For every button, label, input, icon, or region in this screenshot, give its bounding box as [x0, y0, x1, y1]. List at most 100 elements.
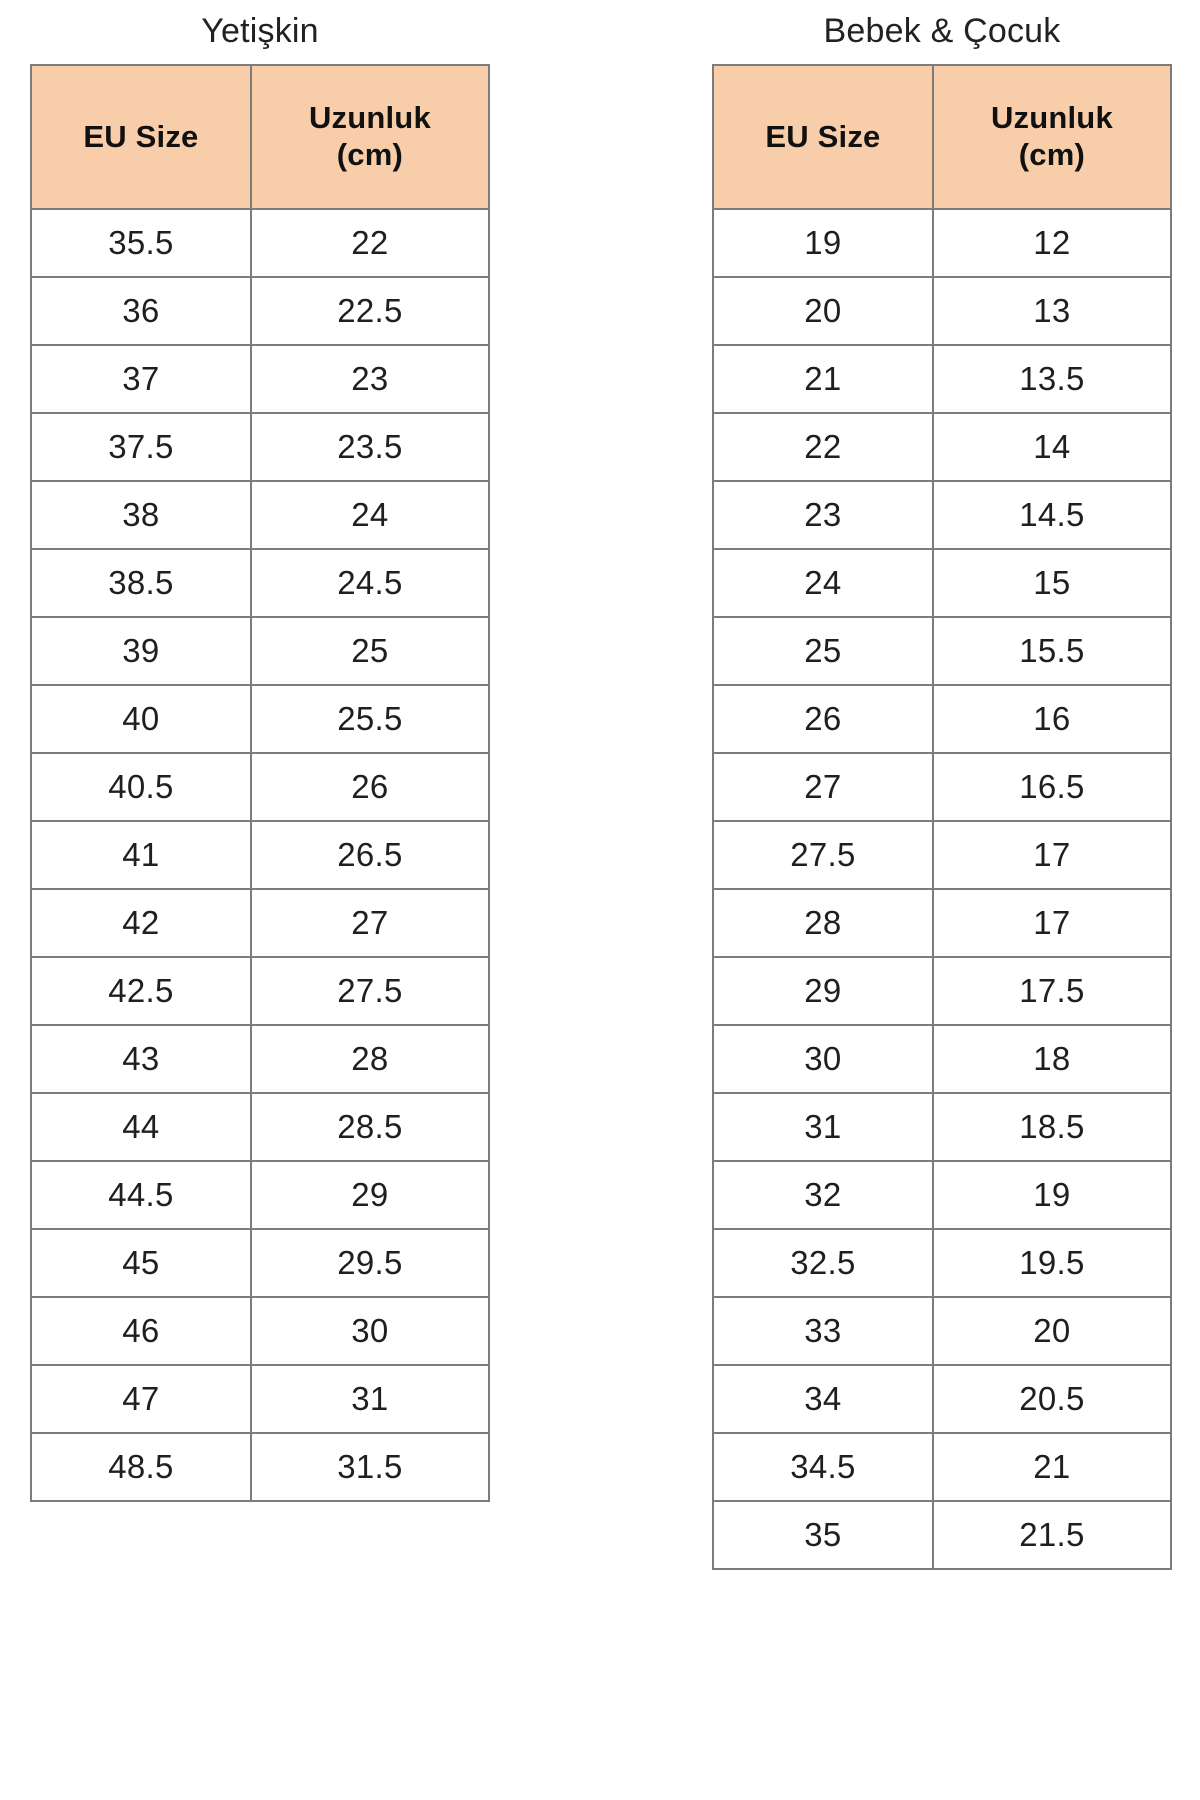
adult-size-table: EU Size Uzunluk (cm) 35.5 22 36 22.5 37 23 …: [30, 64, 491, 1502]
adult-size-chart: Yetişkin EU Size Uzunluk (cm) 35.5 22: [30, 0, 491, 1800]
table-row: 37 23: [30, 344, 491, 414]
cell-length-cm: 31: [249, 1364, 491, 1434]
table-row: 23 14.5: [712, 480, 1173, 550]
table-row: 44.5 29: [30, 1160, 491, 1230]
table-row: 24 15: [712, 548, 1173, 618]
cell-eu-size: 44.5: [30, 1160, 252, 1230]
cell-length-cm: 28.5: [249, 1092, 491, 1162]
cell-eu-size: 30: [712, 1024, 934, 1094]
table-row: 27 16.5: [712, 752, 1173, 822]
table-row: 30 18: [712, 1024, 1173, 1094]
cell-length-cm: 15: [931, 548, 1173, 618]
table-header-row: EU Size Uzunluk (cm): [712, 64, 1173, 210]
cell-length-cm: 24.5: [249, 548, 491, 618]
cell-eu-size: 41: [30, 820, 252, 890]
table-row: 22 14: [712, 412, 1173, 482]
table-row: 31 18.5: [712, 1092, 1173, 1162]
cell-eu-size: 36: [30, 276, 252, 346]
table-row: 47 31: [30, 1364, 491, 1434]
table-row: 37.5 23.5: [30, 412, 491, 482]
table-row: 43 28: [30, 1024, 491, 1094]
cell-eu-size: 19: [712, 208, 934, 278]
table-row: 19 12: [712, 208, 1173, 278]
table-row: 29 17.5: [712, 956, 1173, 1026]
cell-eu-size: 38.5: [30, 548, 252, 618]
cell-eu-size: 42.5: [30, 956, 252, 1026]
table-row: 44 28.5: [30, 1092, 491, 1162]
cell-eu-size: 32.5: [712, 1228, 934, 1298]
table-row: 35 21.5: [712, 1500, 1173, 1570]
table-row: 34 20.5: [712, 1364, 1173, 1434]
cell-eu-size: 43: [30, 1024, 252, 1094]
cell-length-cm: 21: [931, 1432, 1173, 1502]
cell-length-cm: 16: [931, 684, 1173, 754]
table-row: 33 20: [712, 1296, 1173, 1366]
table-row: 42 27: [30, 888, 491, 958]
cell-eu-size: 40.5: [30, 752, 252, 822]
cell-eu-size: 22: [712, 412, 934, 482]
cell-eu-size: 27.5: [712, 820, 934, 890]
adult-chart-title: Yetişkin: [201, 12, 319, 50]
table-row: 36 22.5: [30, 276, 491, 346]
cell-eu-size: 37.5: [30, 412, 252, 482]
table-row: 20 13: [712, 276, 1173, 346]
cell-eu-size: 48.5: [30, 1432, 252, 1502]
table-row: 28 17: [712, 888, 1173, 958]
kids-size-table: EU Size Uzunluk (cm) 19 12 20 13 21 13.5 22…: [712, 64, 1173, 1570]
cell-length-cm: 19.5: [931, 1228, 1173, 1298]
table-row: 38 24: [30, 480, 491, 550]
table-row: 46 30: [30, 1296, 491, 1366]
cell-length-cm: 13.5: [931, 344, 1173, 414]
cell-eu-size: 35: [712, 1500, 934, 1570]
cell-length-cm: 12: [931, 208, 1173, 278]
cell-length-cm: 22.5: [249, 276, 491, 346]
cell-length-cm: 22: [249, 208, 491, 278]
table-row: 48.5 31.5: [30, 1432, 491, 1502]
table-row: 35.5 22: [30, 208, 491, 278]
cell-length-cm: 20.5: [931, 1364, 1173, 1434]
cell-length-cm: 18.5: [931, 1092, 1173, 1162]
column-header-eu-size-label: EU Size: [765, 118, 881, 154]
cell-length-cm: 15.5: [931, 616, 1173, 686]
cell-eu-size: 35.5: [30, 208, 252, 278]
column-header-length-label: Uzunluk: [990, 100, 1113, 136]
cell-eu-size: 26: [712, 684, 934, 754]
column-header-length-label: Uzunluk: [308, 100, 431, 136]
kids-chart-title: Bebek & Çocuk: [823, 12, 1061, 50]
column-header-length-unit: (cm): [1018, 137, 1086, 172]
cell-length-cm: 19: [931, 1160, 1173, 1230]
kids-table-head: EU Size Uzunluk (cm): [712, 64, 1173, 210]
cell-eu-size: 32: [712, 1160, 934, 1230]
kids-table-body: 19 12 20 13 21 13.5 22 14 23 14.5 24 15 25 15.5…: [712, 208, 1173, 1570]
cell-eu-size: 42: [30, 888, 252, 958]
cell-length-cm: 30: [249, 1296, 491, 1366]
cell-eu-size: 24: [712, 548, 934, 618]
column-header-eu-size-label: EU Size: [83, 118, 199, 154]
cell-length-cm: 29.5: [249, 1228, 491, 1298]
cell-eu-size: 27: [712, 752, 934, 822]
cell-length-cm: 26: [249, 752, 491, 822]
cell-length-cm: 17: [931, 820, 1173, 890]
cell-length-cm: 21.5: [931, 1500, 1173, 1570]
cell-eu-size: 21: [712, 344, 934, 414]
cell-length-cm: 25: [249, 616, 491, 686]
table-row: 34.5 21: [712, 1432, 1173, 1502]
cell-length-cm: 29: [249, 1160, 491, 1230]
column-header-length: Uzunluk (cm): [249, 64, 491, 210]
cell-eu-size: 47: [30, 1364, 252, 1434]
table-row: 40 25.5: [30, 684, 491, 754]
table-row: 32 19: [712, 1160, 1173, 1230]
cell-eu-size: 29: [712, 956, 934, 1026]
cell-length-cm: 27.5: [249, 956, 491, 1026]
table-row: 25 15.5: [712, 616, 1173, 686]
cell-eu-size: 39: [30, 616, 252, 686]
cell-length-cm: 28: [249, 1024, 491, 1094]
cell-length-cm: 13: [931, 276, 1173, 346]
table-row: 27.5 17: [712, 820, 1173, 890]
cell-eu-size: 37: [30, 344, 252, 414]
cell-length-cm: 31.5: [249, 1432, 491, 1502]
table-row: 40.5 26: [30, 752, 491, 822]
cell-eu-size: 33: [712, 1296, 934, 1366]
cell-eu-size: 23: [712, 480, 934, 550]
table-row: 42.5 27.5: [30, 956, 491, 1026]
